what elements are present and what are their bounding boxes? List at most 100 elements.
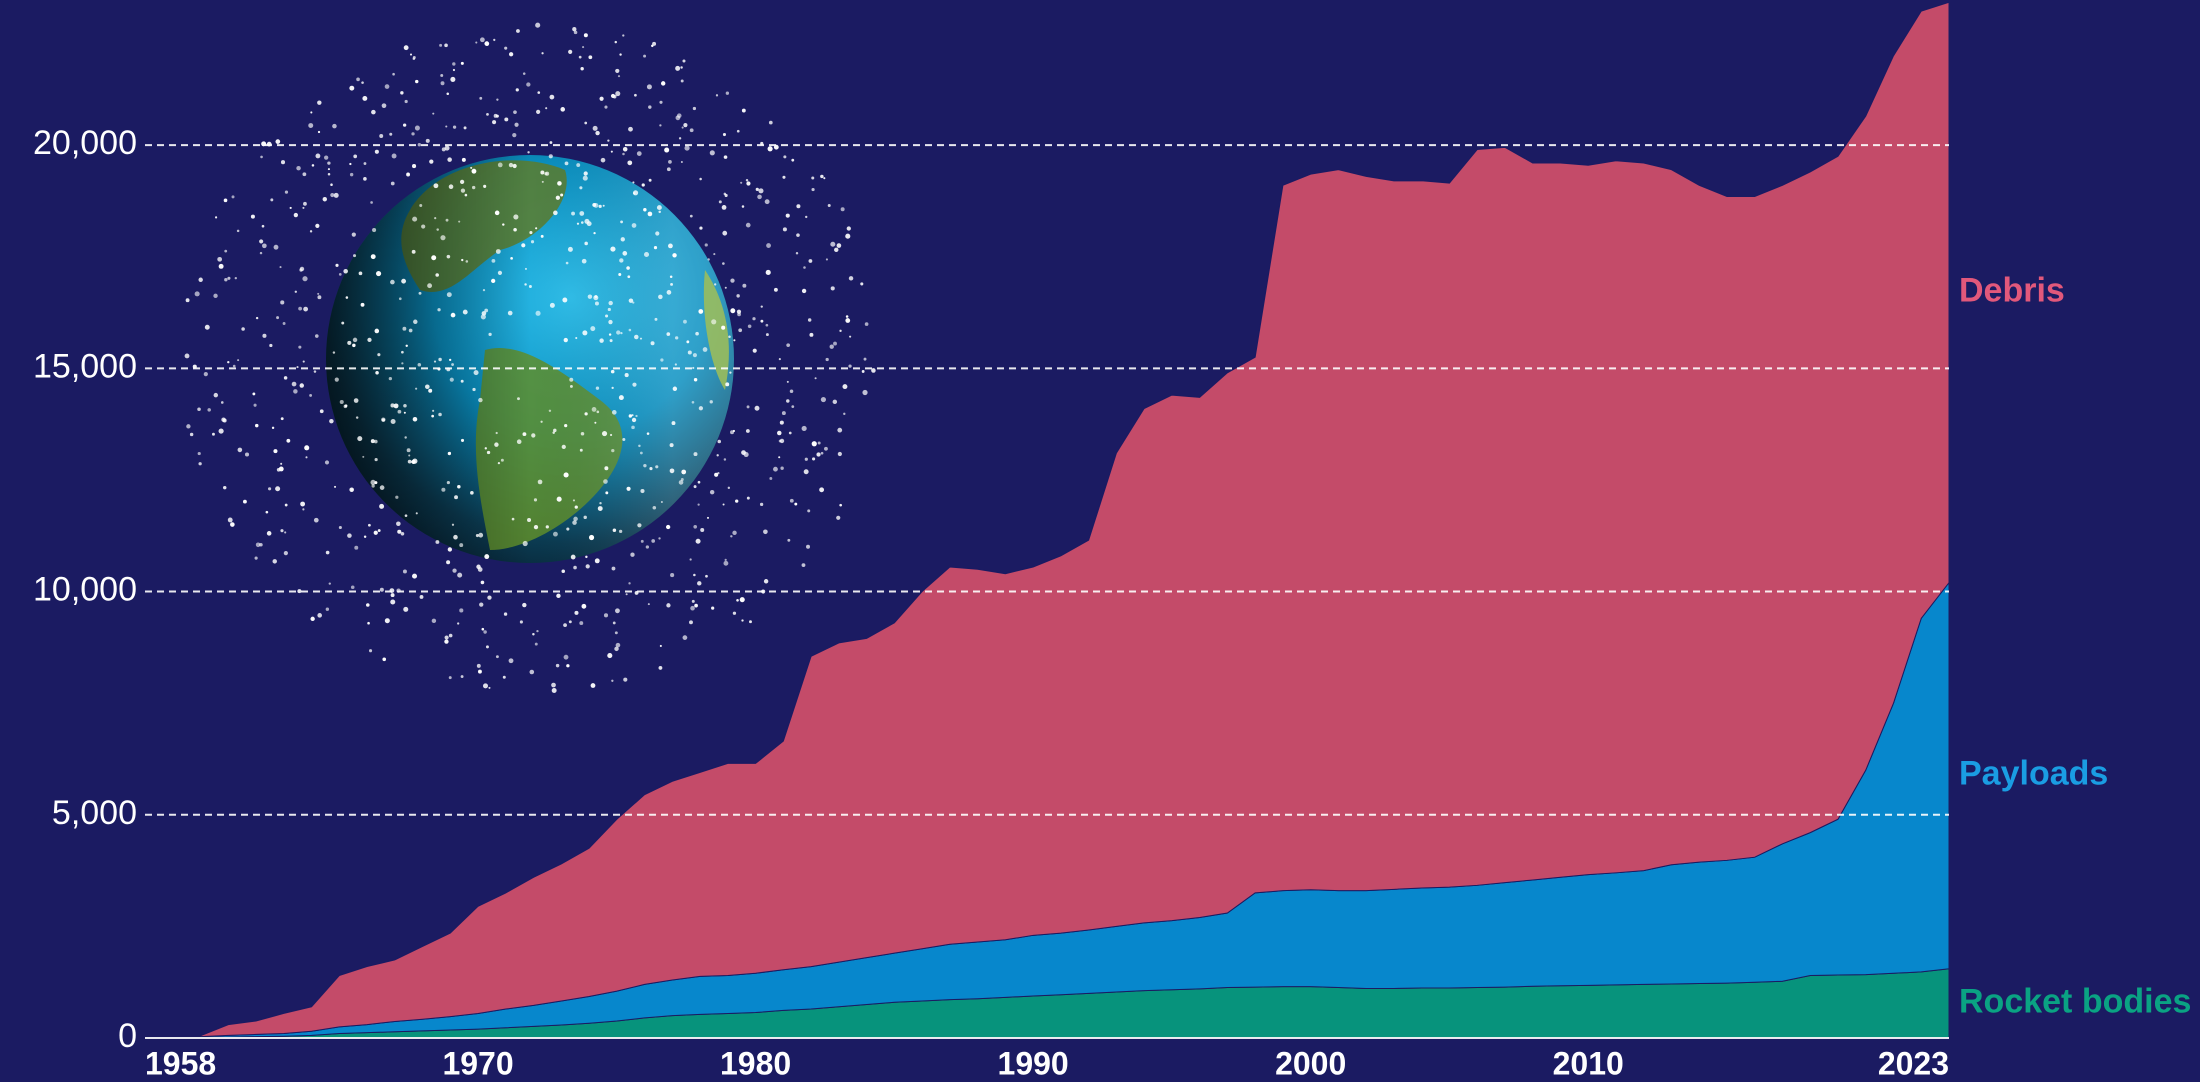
debris-dot xyxy=(431,255,437,261)
debris-dot xyxy=(446,292,452,298)
debris-dot xyxy=(580,67,584,71)
debris-dot xyxy=(379,134,384,139)
debris-dot xyxy=(441,147,446,152)
debris-dot xyxy=(699,226,703,230)
debris-dot xyxy=(652,41,657,46)
debris-dot xyxy=(218,428,224,434)
debris-dot xyxy=(259,542,263,547)
debris-dot xyxy=(671,421,676,426)
debris-dot xyxy=(448,451,451,454)
debris-dot xyxy=(723,458,727,461)
debris-dot xyxy=(832,399,838,405)
debris-dot xyxy=(397,409,402,414)
debris-dot xyxy=(289,206,292,210)
debris-dot xyxy=(185,298,190,303)
debris-dot xyxy=(408,454,411,457)
area xyxy=(144,1,1950,1039)
debris-dot xyxy=(730,430,734,435)
debris-dot xyxy=(279,266,282,269)
debris-dot xyxy=(763,579,769,584)
debris-dot xyxy=(448,633,453,638)
debris-dot xyxy=(377,529,381,533)
debris-dot xyxy=(350,585,355,590)
debris-dot xyxy=(452,62,456,66)
debris-dot xyxy=(315,334,319,338)
debris-dot xyxy=(452,125,457,129)
debris-dot xyxy=(680,160,683,163)
debris-dot xyxy=(389,132,393,136)
debris-dot xyxy=(709,489,715,495)
debris-dot xyxy=(574,610,579,615)
debris-dot xyxy=(259,239,264,244)
earth-illustration xyxy=(326,155,734,563)
debris-dot xyxy=(786,343,791,348)
debris-dot xyxy=(243,499,247,504)
debris-dot xyxy=(777,430,782,436)
debris-dot xyxy=(400,91,404,95)
debris-dot xyxy=(317,295,322,300)
debris-dot xyxy=(656,205,662,211)
debris-dot xyxy=(347,533,352,538)
debris-dot xyxy=(273,449,278,454)
debris-dot xyxy=(515,88,519,92)
debris-dot xyxy=(280,300,285,305)
debris-dot xyxy=(374,439,378,444)
debris-dot xyxy=(809,332,814,337)
debris-dot xyxy=(362,455,365,458)
debris-dot xyxy=(398,297,402,301)
debris-dot xyxy=(379,485,385,490)
debris-dot xyxy=(687,350,692,355)
debris-dot xyxy=(509,52,514,57)
debris-dot xyxy=(431,414,435,418)
debris-dot xyxy=(594,301,599,306)
debris-dot xyxy=(354,545,359,550)
debris-dot xyxy=(723,192,727,196)
debris-dot xyxy=(207,408,211,412)
debris-dot xyxy=(666,332,671,336)
debris-dot xyxy=(444,43,448,48)
debris-dot xyxy=(349,172,354,177)
debris-dot xyxy=(778,456,781,459)
debris-dot xyxy=(572,520,577,525)
debris-dot xyxy=(619,258,624,263)
debris-dot xyxy=(572,27,577,32)
debris-dot xyxy=(660,500,663,504)
debris-dot xyxy=(481,627,485,631)
debris-dot xyxy=(583,171,588,176)
debris-dot xyxy=(536,629,539,633)
debris-dot xyxy=(439,43,443,47)
debris-dot xyxy=(796,204,801,209)
debris-dot xyxy=(563,623,567,627)
debris-dot xyxy=(584,412,588,416)
debris-dot xyxy=(614,646,619,652)
debris-dot xyxy=(303,306,309,312)
debris-dot xyxy=(848,276,854,281)
debris-dot xyxy=(291,381,297,387)
debris-dot xyxy=(495,249,501,254)
debris-dot xyxy=(262,333,267,338)
debris-dot xyxy=(266,531,272,536)
debris-dot xyxy=(728,335,731,339)
debris-dot xyxy=(332,123,337,129)
debris-dot xyxy=(406,172,411,177)
debris-dot xyxy=(670,573,675,578)
debris-dot xyxy=(786,399,790,403)
debris-dot xyxy=(493,113,498,118)
debris-dot xyxy=(729,371,732,374)
debris-dot xyxy=(570,554,576,560)
debris-dot xyxy=(759,502,764,507)
debris-dot xyxy=(339,399,344,404)
debris-dot xyxy=(368,523,371,527)
debris-dot xyxy=(223,198,228,203)
debris-dot xyxy=(599,338,604,343)
debris-dot xyxy=(392,72,395,76)
debris-dot xyxy=(611,386,614,389)
debris-dot xyxy=(504,46,508,50)
debris-dot xyxy=(261,141,267,147)
earth-shading xyxy=(326,155,734,563)
debris-dot xyxy=(789,389,794,394)
debris-dot xyxy=(197,451,201,456)
debris-dot xyxy=(695,538,701,544)
debris-dot xyxy=(766,243,771,248)
